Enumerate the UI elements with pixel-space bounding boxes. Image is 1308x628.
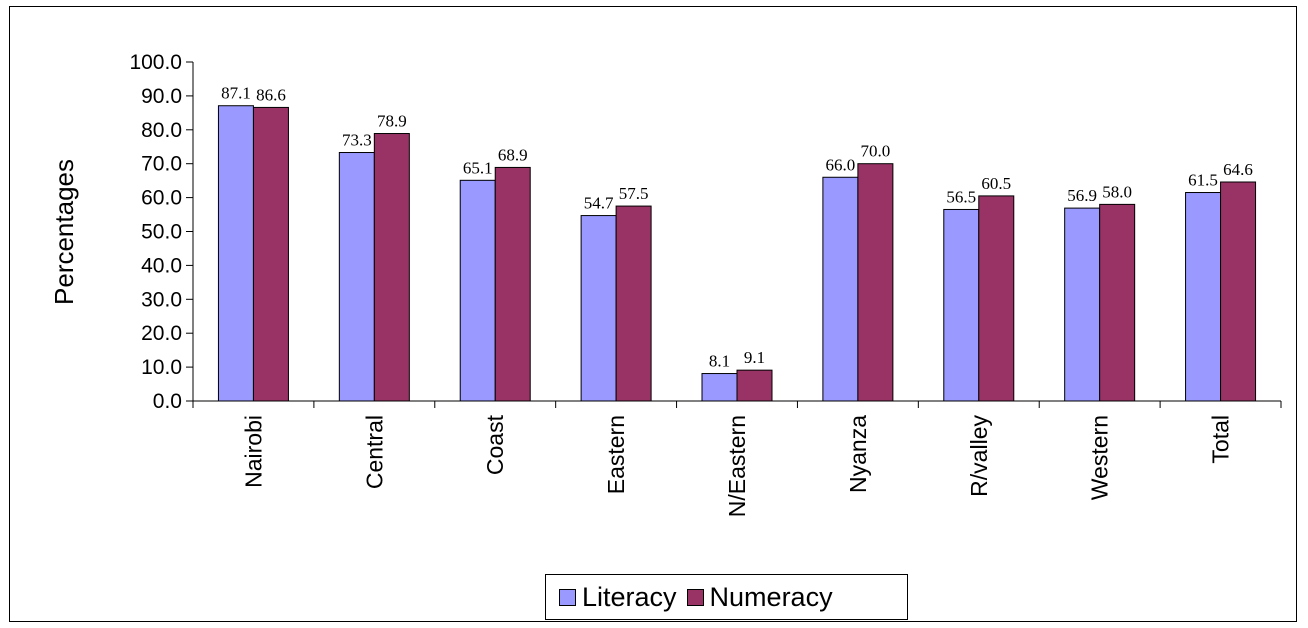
bar-numeracy <box>857 163 894 402</box>
x-category-label: Nyanza <box>845 415 871 493</box>
data-label-literacy: 8.1 <box>709 352 730 371</box>
legend-label-literacy: Literacy <box>582 581 677 612</box>
data-label-numeracy: 78.9 <box>377 112 407 131</box>
bar-literacy <box>1185 192 1222 402</box>
y-tick-label: 90.0 <box>141 85 182 108</box>
x-category-label: Western <box>1087 415 1113 500</box>
x-axis: Nairobi Central Coast Eastern N/Eastern Nyanz… <box>192 400 1282 517</box>
bar-literacy <box>338 152 375 402</box>
data-label-numeracy: 60.5 <box>981 174 1011 193</box>
y-tick-label: 20.0 <box>141 322 182 345</box>
y-tick-label: 0.0 <box>153 390 182 413</box>
y-tick-label: 40.0 <box>141 254 182 277</box>
legend-swatch-literacy <box>559 588 576 606</box>
bar-literacy <box>701 373 738 402</box>
bars: 87.1 86.6 73.3 78.9 65.1 68.9 54.7 57.5 8.1 9.1 66… <box>217 84 1257 402</box>
bar-literacy <box>580 215 617 402</box>
data-label-literacy: 65.1 <box>463 158 493 177</box>
x-category-label: Central <box>361 415 387 489</box>
x-category-label: R/valley <box>966 415 992 497</box>
data-label-literacy: 56.5 <box>946 187 976 206</box>
bar-numeracy <box>615 205 652 402</box>
bar-numeracy <box>978 195 1015 402</box>
bar-literacy <box>943 208 980 402</box>
data-label-numeracy: 64.6 <box>1223 160 1253 179</box>
x-category-label: Total <box>1208 415 1234 464</box>
legend-label-numeracy: Numeracy <box>709 581 833 612</box>
bar-numeracy <box>1099 203 1136 402</box>
legend-swatch-numeracy <box>686 588 704 606</box>
legend: Literacy Numeracy <box>545 574 908 620</box>
data-label-numeracy: 58.0 <box>1102 182 1132 201</box>
bar-literacy <box>822 176 859 402</box>
y-tick-label: 80.0 <box>141 119 182 142</box>
y-tick-label: 30.0 <box>141 288 182 311</box>
bar-numeracy <box>1220 181 1257 402</box>
data-label-numeracy: 68.9 <box>498 145 528 164</box>
y-axis: 0.0 10.0 20.0 30.0 40.0 50.0 60.0 70.0 80.0 90.0 1… <box>129 51 194 413</box>
legend-item-literacy: Literacy <box>559 582 677 613</box>
data-label-literacy: 73.3 <box>342 131 372 150</box>
data-label-numeracy: 57.5 <box>619 184 649 203</box>
bar-numeracy <box>736 369 773 402</box>
data-label-literacy: 61.5 <box>1188 171 1218 190</box>
y-tick-label: 70.0 <box>141 153 182 176</box>
bar-numeracy <box>252 106 289 402</box>
data-label-literacy: 87.1 <box>221 84 251 103</box>
bar-literacy <box>217 105 254 402</box>
bar-numeracy <box>494 166 531 402</box>
y-tick-label: 60.0 <box>141 187 182 210</box>
legend-item-numeracy: Numeracy <box>686 581 833 613</box>
y-axis-title: Percentages <box>49 159 79 305</box>
data-label-literacy: 56.9 <box>1067 186 1097 205</box>
data-label-numeracy: 86.6 <box>256 85 286 104</box>
bar-numeracy <box>373 133 410 402</box>
y-tick-label: 50.0 <box>141 221 182 244</box>
data-label-literacy: 66.0 <box>826 155 856 174</box>
y-tick-label: 100.0 <box>129 51 182 74</box>
data-label-numeracy: 9.1 <box>744 348 765 367</box>
data-label-numeracy: 70.0 <box>861 142 891 161</box>
bar-literacy <box>459 179 496 402</box>
x-category-label: Coast <box>482 414 508 475</box>
x-category-label: N/Eastern <box>724 415 750 517</box>
x-category-label: Eastern <box>603 415 629 494</box>
x-category-label: Nairobi <box>240 415 266 488</box>
y-tick-label: 10.0 <box>141 356 182 379</box>
bar-literacy <box>1064 207 1101 402</box>
data-label-literacy: 54.7 <box>584 194 614 213</box>
